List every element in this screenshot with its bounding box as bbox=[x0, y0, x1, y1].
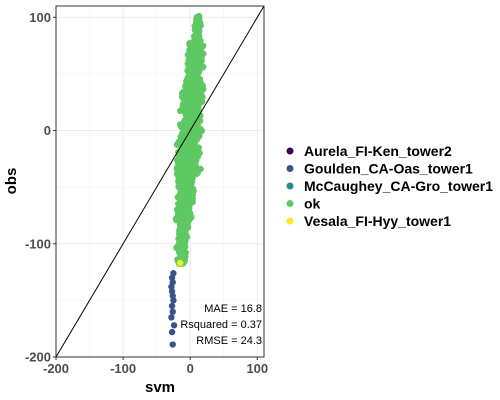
data-point-ok bbox=[186, 174, 193, 181]
data-point-goulden-ca-oas-tower1 bbox=[168, 328, 176, 336]
data-point-ok bbox=[179, 223, 187, 230]
annotation-rsquared: Rsquared = 0.37 bbox=[180, 319, 262, 331]
data-point-ok bbox=[188, 144, 195, 151]
data-point-ok bbox=[180, 131, 187, 138]
x-tick-label: -200 bbox=[43, 361, 69, 376]
data-point-ok bbox=[190, 71, 197, 79]
data-point-ok bbox=[183, 77, 190, 85]
data-point-goulden-ca-oas-tower1 bbox=[170, 322, 178, 329]
y-tick-label: -200 bbox=[25, 350, 51, 365]
data-point-ok bbox=[190, 94, 198, 101]
axis-ticks: -200 -100 0 100 -200 -100 0 100 bbox=[25, 10, 268, 376]
x-tick-label: -100 bbox=[110, 361, 136, 376]
data-point-ok bbox=[181, 239, 189, 246]
data-point-ok bbox=[188, 66, 196, 74]
data-point-ok bbox=[180, 104, 188, 111]
data-point-ok bbox=[200, 63, 207, 71]
data-point-ok bbox=[181, 147, 188, 154]
data-point-ok bbox=[181, 123, 188, 130]
data-point-ok bbox=[196, 21, 203, 29]
annotation-rmse: RMSE = 24.3 bbox=[196, 335, 262, 347]
data-point-ok bbox=[197, 87, 204, 95]
data-point-ok bbox=[179, 141, 187, 149]
y-tick-label: 100 bbox=[29, 10, 51, 25]
identity-line bbox=[55, 5, 265, 358]
legend-key bbox=[286, 200, 294, 207]
data-point-vesala-fi-hyy-tower1 bbox=[176, 259, 184, 267]
data-point-ok bbox=[175, 246, 182, 254]
plot-panel-border bbox=[55, 5, 265, 358]
data-point-ok bbox=[186, 204, 193, 212]
data-point-ok bbox=[196, 82, 203, 90]
data-point-ok bbox=[193, 14, 201, 21]
legend-label: Aurela_FI-Ken_tower2 bbox=[304, 143, 452, 159]
data-point-goulden-ca-oas-tower1 bbox=[169, 341, 176, 348]
legend-key bbox=[286, 147, 294, 155]
data-point-ok bbox=[188, 184, 195, 192]
legend-label: ok bbox=[304, 196, 321, 212]
annotation-mae: MAE = 16.8 bbox=[204, 303, 262, 315]
data-point-ok bbox=[197, 45, 204, 53]
data-point-ok bbox=[179, 233, 186, 240]
data-point-ok bbox=[182, 214, 189, 221]
data-points bbox=[168, 12, 207, 348]
data-point-goulden-ca-oas-tower1 bbox=[168, 314, 175, 321]
data-point-ok bbox=[181, 188, 189, 195]
data-point-goulden-ca-oas-tower1 bbox=[169, 308, 176, 315]
data-point-ok bbox=[188, 105, 195, 113]
x-tick-label: 100 bbox=[246, 361, 268, 376]
y-tick-label: -100 bbox=[25, 236, 51, 251]
legend-key bbox=[286, 165, 294, 172]
legend: Aurela_FI-Ken_tower2 Goulden_CA-Oas_tower… bbox=[286, 143, 493, 229]
data-point-ok bbox=[177, 251, 184, 258]
data-point-ok bbox=[184, 114, 191, 122]
legend-key bbox=[286, 182, 294, 190]
data-point-ok bbox=[195, 94, 202, 101]
data-point-ok bbox=[197, 165, 204, 173]
data-point-ok bbox=[181, 193, 188, 200]
data-point-ok bbox=[195, 129, 203, 137]
y-axis-title: obs bbox=[3, 168, 20, 195]
data-point-ok bbox=[185, 165, 192, 173]
data-point-ok bbox=[196, 149, 203, 157]
data-point-ok bbox=[193, 54, 200, 62]
legend-label: Goulden_CA-Oas_tower1 bbox=[304, 161, 473, 177]
data-point-goulden-ca-oas-tower1 bbox=[170, 297, 177, 304]
data-point-ok bbox=[180, 173, 188, 181]
data-point-ok bbox=[190, 38, 197, 46]
data-point-ok bbox=[177, 157, 184, 164]
x-axis-title: svm bbox=[145, 379, 175, 396]
data-point-ok bbox=[193, 28, 200, 36]
data-point-ok bbox=[182, 152, 190, 159]
data-point-ok bbox=[195, 102, 202, 110]
x-tick-label: 0 bbox=[187, 361, 194, 376]
y-tick-label: 0 bbox=[44, 123, 51, 138]
data-point-ok bbox=[177, 198, 184, 205]
legend-label: Vesala_FI-Hyy_tower1 bbox=[304, 213, 451, 229]
legend-label: McCaughey_CA-Gro_tower1 bbox=[304, 178, 493, 194]
legend-key bbox=[286, 217, 294, 225]
data-point-ok bbox=[189, 47, 197, 54]
data-point-goulden-ca-oas-tower1 bbox=[168, 302, 176, 310]
data-point-ok bbox=[179, 204, 186, 211]
